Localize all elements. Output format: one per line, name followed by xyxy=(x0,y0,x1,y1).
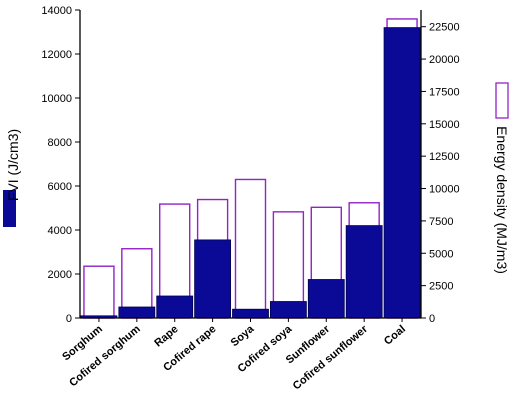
right-axis-label: Energy density (MJ/m3) xyxy=(494,126,510,274)
right-tick-label: 17500 xyxy=(429,86,460,98)
right-tick-label: 20000 xyxy=(429,54,460,66)
category-label: Cofired sorghum xyxy=(67,323,143,389)
right-tick-label: 2500 xyxy=(429,281,453,293)
fvi-bar xyxy=(156,295,194,319)
category-label: Rape xyxy=(152,323,180,349)
legend-fvi-swatch xyxy=(3,190,16,227)
fvi-bar xyxy=(307,279,345,319)
energy-density-bar xyxy=(83,265,115,319)
fvi-bars xyxy=(80,27,421,319)
right-tick-label: 10000 xyxy=(429,184,460,196)
fvi-bar xyxy=(118,306,156,319)
left-tick-label: 6000 xyxy=(48,181,72,193)
category-label: Soya xyxy=(229,323,258,350)
axes xyxy=(75,9,426,322)
left-tick-label: 8000 xyxy=(48,137,72,149)
left-tick-label: 12000 xyxy=(41,49,72,61)
left-tick-label: 14000 xyxy=(41,5,72,17)
legend-energy-density-swatch xyxy=(495,82,509,119)
fvi-bar xyxy=(383,27,421,319)
left-tick-label: 10000 xyxy=(41,93,72,105)
fvi-bar xyxy=(194,239,232,319)
left-tick-label: 2000 xyxy=(48,269,72,281)
left-axis-label: FVI (J/cm3) xyxy=(5,129,21,201)
right-tick-label: 7500 xyxy=(429,216,453,228)
right-tick-label: 12500 xyxy=(429,151,460,163)
energy-density-bar xyxy=(234,178,267,319)
fvi-bar xyxy=(345,225,383,319)
tick-labels: 0 2000 4000 6000 8000 10000 12000 14000 0 2500 500… xyxy=(41,5,459,325)
right-tick-label: 22500 xyxy=(429,22,460,34)
right-tick-label: 15000 xyxy=(429,119,460,131)
right-tick-label: 0 xyxy=(429,313,435,325)
right-tick-label: 5000 xyxy=(429,248,453,260)
left-tick-label: 0 xyxy=(66,313,72,325)
fvi-bar xyxy=(232,308,269,319)
left-tick-label: 4000 xyxy=(48,225,72,237)
fvi-bar xyxy=(269,301,307,319)
category-label: Coal xyxy=(382,323,408,348)
